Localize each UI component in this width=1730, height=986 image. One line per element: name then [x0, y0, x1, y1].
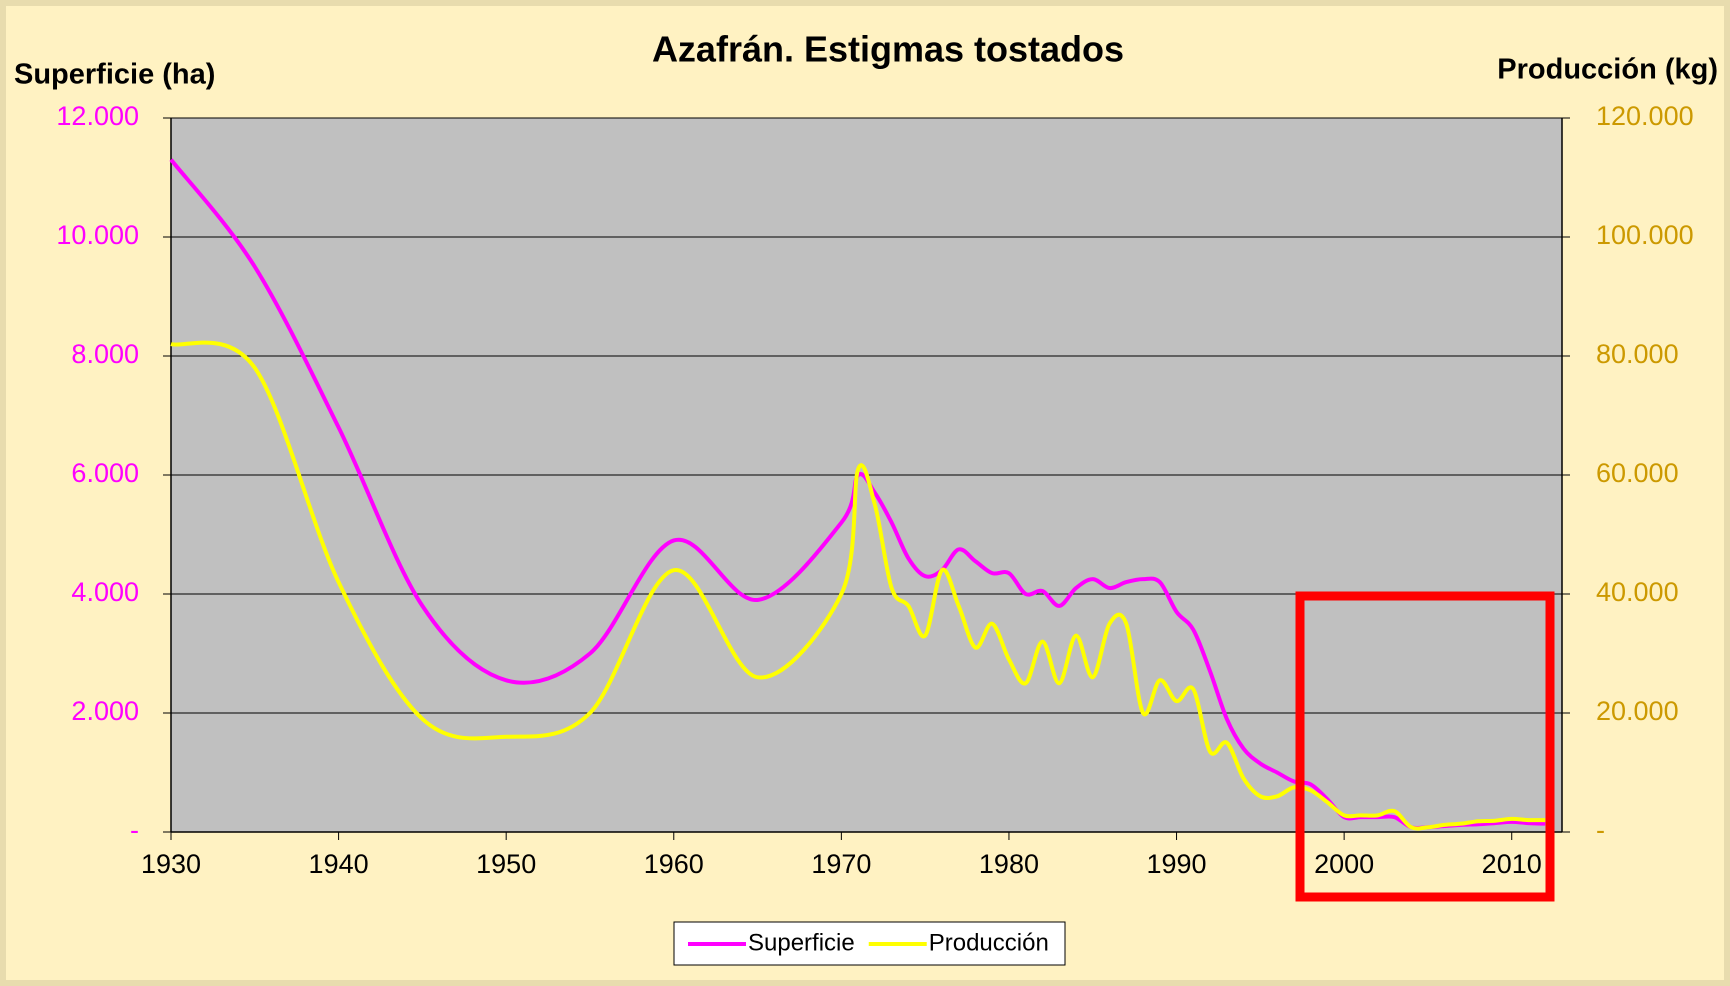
legend-label: Superficie	[748, 929, 855, 956]
y-tick-label: 10.000	[56, 220, 139, 250]
x-tick-label: 1960	[644, 849, 704, 879]
y-tick-label: 2.000	[71, 696, 139, 726]
x-tick-label: 2000	[1314, 849, 1374, 879]
y-axis-label: Superficie (ha)	[14, 59, 215, 91]
highlight-box	[1295, 591, 1555, 902]
y-tick-label: 8.000	[71, 339, 139, 369]
y2-tick-label: -	[1596, 815, 1605, 845]
x-tick-label: 1950	[476, 849, 536, 879]
y2-tick-label: 60.000	[1596, 458, 1679, 488]
y-tick-label: 12.000	[56, 101, 139, 131]
y2-axis-label: Producción (kg)	[1497, 54, 1718, 86]
y2-tick-label: 100.000	[1596, 220, 1694, 250]
x-tick-label: 1930	[141, 849, 201, 879]
x-tick-label: 2010	[1482, 849, 1542, 879]
y-tick-label: 6.000	[71, 458, 139, 488]
x-tick-label: 1980	[979, 849, 1039, 879]
x-tick-label: 1990	[1147, 849, 1207, 879]
grid	[163, 117, 1570, 840]
legend-label: Producción	[929, 929, 1049, 956]
series-line	[169, 158, 1546, 831]
x-tick-label: 1970	[811, 849, 871, 879]
x-tick-label: 1940	[309, 849, 369, 879]
y-tick-label: -	[130, 815, 139, 845]
y2-tick-label: 40.000	[1596, 577, 1679, 607]
series-line	[170, 340, 1546, 831]
y2-tick-label: 20.000	[1596, 696, 1679, 726]
y2-tick-label: 120.000	[1596, 101, 1694, 131]
y2-tick-label: 80.000	[1596, 339, 1679, 369]
chart-title: Azafrán. Estigmas tostados	[652, 29, 1124, 70]
y-tick-label: 4.000	[71, 577, 139, 607]
lines	[169, 158, 1546, 831]
